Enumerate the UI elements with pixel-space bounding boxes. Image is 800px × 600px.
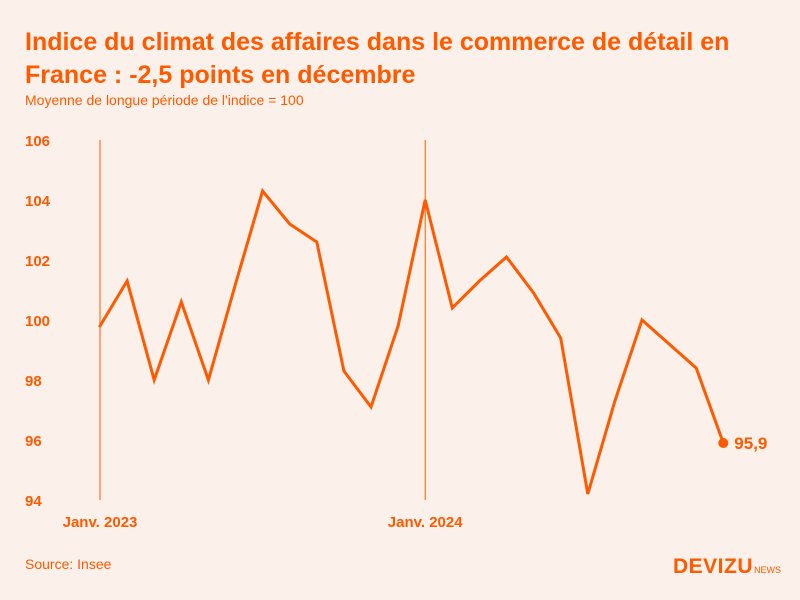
chart-subtitle: Moyenne de longue période de l'indice = … xyxy=(25,92,304,108)
data-point xyxy=(153,379,156,382)
data-point xyxy=(342,370,345,373)
data-point xyxy=(126,280,129,283)
chart-title: Indice du climat des affaires dans le co… xyxy=(25,28,730,89)
data-point xyxy=(234,283,237,286)
end-value-label: 95,9 xyxy=(734,434,767,453)
source-note: Source: Insee xyxy=(25,556,112,572)
data-point xyxy=(397,325,400,328)
data-point xyxy=(451,307,454,310)
y-tick-label: 100 xyxy=(25,313,50,330)
data-point xyxy=(261,190,264,193)
data-point xyxy=(180,301,183,304)
end-point-marker xyxy=(718,438,729,448)
data-point xyxy=(370,406,373,409)
brand-name: DEVIZU xyxy=(673,555,754,578)
y-tick-label: 98 xyxy=(25,373,42,390)
y-axis-ticks: 94 96 98 100 102 104 106 xyxy=(25,133,51,510)
data-point xyxy=(668,343,671,346)
y-tick-label: 102 xyxy=(25,253,50,270)
data-point xyxy=(695,367,698,370)
y-tick-label: 94 xyxy=(25,493,42,510)
data-point xyxy=(505,256,508,259)
brand-suffix: NEWS xyxy=(754,565,782,575)
series-line xyxy=(98,187,725,495)
data-point xyxy=(315,241,318,244)
data-point xyxy=(586,493,589,496)
data-point xyxy=(424,199,427,202)
data-point xyxy=(207,379,210,382)
data-point xyxy=(99,325,102,328)
x-tick-label: Janv. 2024 xyxy=(388,514,463,531)
x-tick-label: Janv. 2023 xyxy=(63,514,138,531)
x-axis-markers: Janv. 2023 Janv. 2024 xyxy=(63,140,463,531)
brand-logo: DEVIZUNEWS xyxy=(673,555,781,579)
data-point xyxy=(559,337,562,340)
y-tick-label: 96 xyxy=(25,433,42,450)
data-point xyxy=(288,223,291,226)
data-point xyxy=(613,400,616,403)
data-point xyxy=(478,280,481,283)
data-points xyxy=(99,190,725,496)
y-tick-label: 104 xyxy=(25,193,51,210)
y-tick-label: 106 xyxy=(25,133,50,150)
data-point xyxy=(641,319,644,322)
data-point xyxy=(532,292,535,295)
